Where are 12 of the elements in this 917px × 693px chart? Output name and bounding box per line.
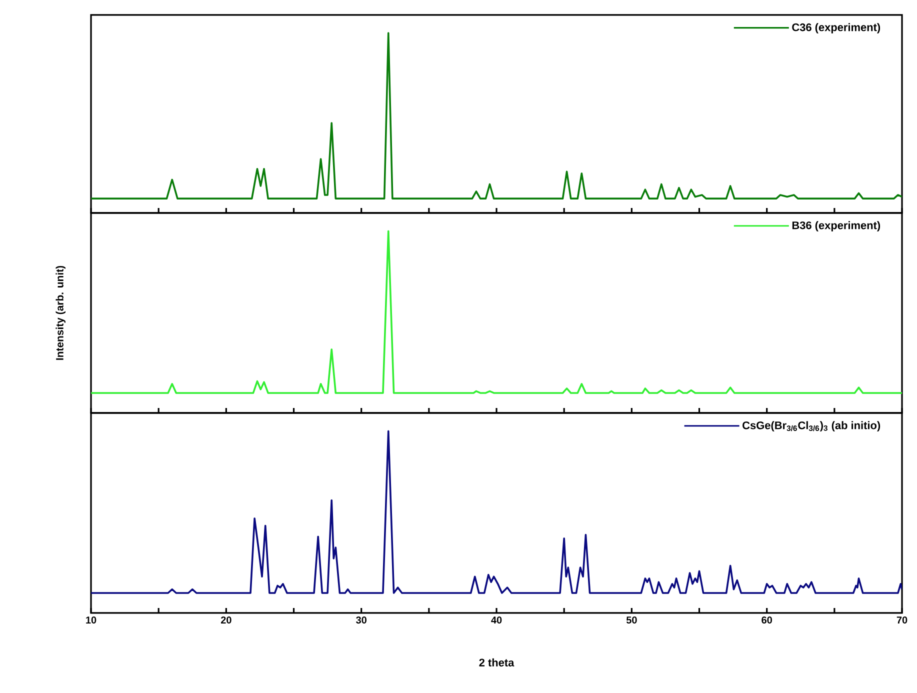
text: C36 (experiment) — [792, 23, 880, 34]
x-tick-label: 50 — [626, 616, 637, 624]
text: B36 (experiment) — [792, 221, 880, 232]
x-tick-label: 70 — [896, 616, 908, 624]
x-tick-label: 40 — [491, 616, 502, 624]
x-tick-label: 10 — [86, 616, 96, 624]
x-tick-label: 60 — [762, 616, 772, 624]
y-axis-title: Intensity (arb. unit) — [56, 266, 66, 360]
x-tick-label: 30 — [356, 616, 366, 624]
x-tick-label: 20 — [220, 616, 232, 624]
text: CsGe(Br$_{3/6}$Cl$_{3/6}$)$_{3}$ (ab initio) — [742, 421, 880, 432]
x-axis-title: 2 theta — [479, 658, 514, 666]
